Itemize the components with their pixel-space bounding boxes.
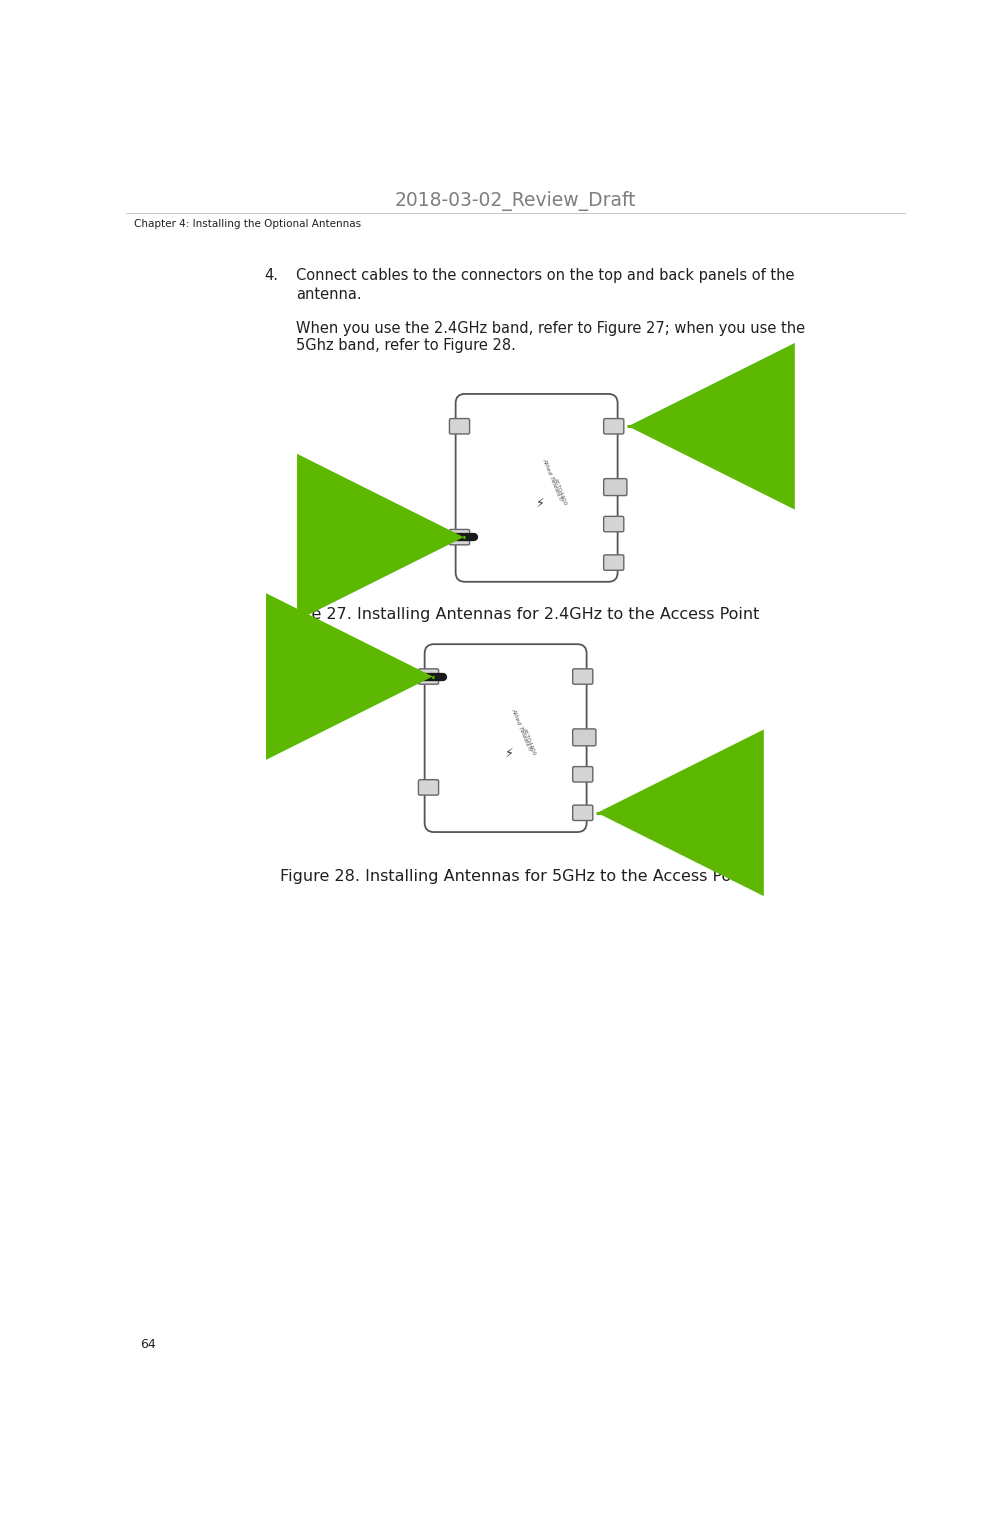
Text: When you use the 2.4GHz band, refer to Figure 27; when you use the: When you use the 2.4GHz band, refer to F… [296,322,806,335]
FancyBboxPatch shape [449,418,469,433]
FancyBboxPatch shape [603,479,627,496]
FancyBboxPatch shape [449,530,469,545]
Circle shape [675,801,699,825]
Circle shape [399,530,414,545]
FancyBboxPatch shape [603,516,623,531]
Circle shape [394,525,419,550]
FancyBboxPatch shape [603,418,623,433]
Circle shape [681,807,692,818]
Circle shape [715,423,721,429]
Text: Connect cables to the connectors on the top and back panels of the: Connect cables to the connectors on the … [296,268,795,283]
Circle shape [363,664,388,689]
FancyBboxPatch shape [419,779,439,795]
Text: antenna.: antenna. [296,286,362,302]
Text: AT-TQ4400: AT-TQ4400 [521,727,537,756]
Circle shape [679,805,695,821]
Text: 64: 64 [140,1338,155,1350]
Circle shape [368,669,383,684]
Circle shape [397,528,415,547]
Text: 2018-03-02_Review_Draft: 2018-03-02_Review_Draft [395,191,636,211]
Circle shape [708,416,727,435]
Circle shape [403,534,409,540]
Circle shape [366,668,385,686]
FancyBboxPatch shape [455,393,617,582]
Circle shape [678,804,696,822]
Text: Allied Telesis®: Allied Telesis® [541,458,563,502]
Circle shape [370,671,381,681]
FancyBboxPatch shape [573,669,593,684]
Text: Allied Telesis®: Allied Telesis® [511,707,532,753]
FancyBboxPatch shape [573,767,593,782]
Text: Figure 28. Installing Antennas for 5GHz to the Access Point: Figure 28. Installing Antennas for 5GHz … [280,870,752,883]
Circle shape [710,418,725,433]
FancyBboxPatch shape [425,645,587,831]
Circle shape [712,421,723,432]
Circle shape [705,413,730,438]
FancyBboxPatch shape [419,669,439,684]
Circle shape [681,807,692,818]
FancyBboxPatch shape [573,805,593,821]
Circle shape [684,810,690,816]
FancyBboxPatch shape [603,554,623,570]
Text: ⚡: ⚡ [506,747,514,759]
Text: AT-TQ4400: AT-TQ4400 [552,478,568,507]
Circle shape [401,531,412,542]
Text: Figure 27. Installing Antennas for 2.4GHz to the Access Point: Figure 27. Installing Antennas for 2.4GH… [272,608,759,622]
Text: 4.: 4. [264,268,278,283]
Text: Chapter 4: Installing the Optional Antennas: Chapter 4: Installing the Optional Anten… [134,219,361,228]
Circle shape [712,421,723,432]
Text: ⚡: ⚡ [536,496,545,510]
Text: 5Ghz band, refer to Figure 28.: 5Ghz band, refer to Figure 28. [296,338,517,354]
FancyBboxPatch shape [573,729,596,746]
Circle shape [372,674,379,680]
